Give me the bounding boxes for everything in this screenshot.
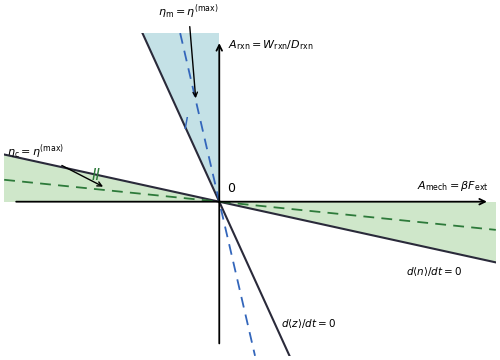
Text: $d\langle n\rangle/dt = 0$: $d\langle n\rangle/dt = 0$ xyxy=(406,265,462,278)
Text: $A_{\mathrm{rxn}} = W_{\mathrm{rxn}}/D_{\mathrm{rxn}}$: $A_{\mathrm{rxn}} = W_{\mathrm{rxn}}/D_{… xyxy=(228,38,314,52)
Text: $\eta_{\mathrm{m}} = \eta^{(\mathrm{max})}$: $\eta_{\mathrm{m}} = \eta^{(\mathrm{max}… xyxy=(158,3,219,97)
Text: II: II xyxy=(92,168,101,183)
Text: I: I xyxy=(183,117,188,132)
Text: 0: 0 xyxy=(226,183,234,195)
Polygon shape xyxy=(142,33,220,202)
Polygon shape xyxy=(220,202,496,262)
Polygon shape xyxy=(4,154,220,202)
Text: $d\langle z\rangle/dt = 0$: $d\langle z\rangle/dt = 0$ xyxy=(280,317,336,330)
Text: $\eta_{\mathrm{c}} = \eta^{(\mathrm{max})}$: $\eta_{\mathrm{c}} = \eta^{(\mathrm{max}… xyxy=(7,143,102,186)
Text: $A_{\mathrm{mech}} = \beta F_{\mathrm{ext}}$: $A_{\mathrm{mech}} = \beta F_{\mathrm{ex… xyxy=(417,179,488,193)
